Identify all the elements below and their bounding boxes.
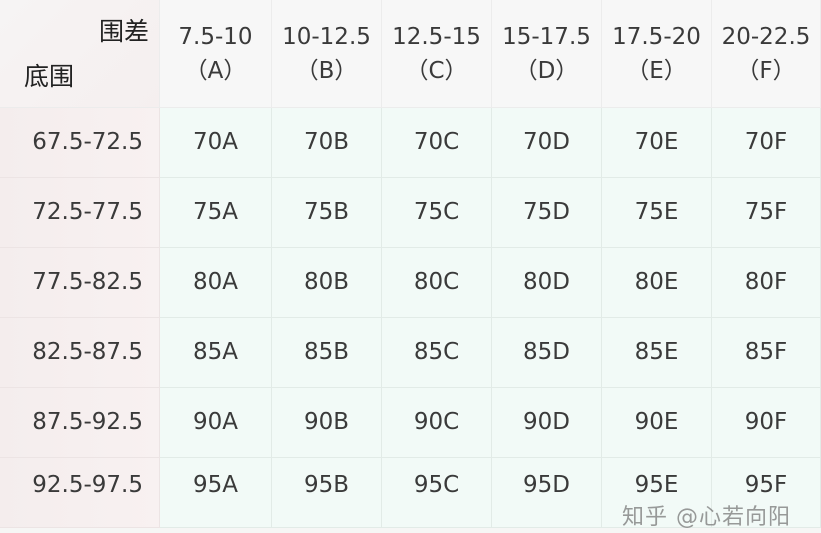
table-cell: 70E xyxy=(602,108,712,178)
column-cup: （D） xyxy=(514,57,579,84)
table-cell: 95A xyxy=(160,458,272,528)
table-cell: 75B xyxy=(272,178,382,248)
column-range: 17.5-20 xyxy=(612,23,701,50)
table-cell: 75D xyxy=(492,178,602,248)
column-range: 15-17.5 xyxy=(502,23,591,50)
table-cell: 70F xyxy=(712,108,821,178)
table-cell: 80B xyxy=(272,248,382,318)
table-cell: 95B xyxy=(272,458,382,528)
row-header: 87.5-92.5 xyxy=(0,388,160,458)
column-cup: （F） xyxy=(736,57,796,84)
corner-header: 围差 底围 xyxy=(0,0,160,108)
column-header: 7.5-10 （A） xyxy=(160,0,272,108)
table-cell: 75F xyxy=(712,178,821,248)
row-header: 82.5-87.5 xyxy=(0,318,160,388)
table-cell: 85D xyxy=(492,318,602,388)
row-header: 92.5-97.5 xyxy=(0,458,160,528)
table-cell: 90B xyxy=(272,388,382,458)
table-cell: 90F xyxy=(712,388,821,458)
table-cell: 80A xyxy=(160,248,272,318)
column-range: 20-22.5 xyxy=(721,23,811,50)
watermark: 知乎 @心若向阳 xyxy=(622,505,791,530)
table-cell: 85C xyxy=(382,318,492,388)
table-cell: 95F xyxy=(712,458,821,528)
table-cell: 80D xyxy=(492,248,602,318)
table-cell: 95C xyxy=(382,458,492,528)
table-cell: 75C xyxy=(382,178,492,248)
table-cell: 75A xyxy=(160,178,272,248)
table-cell: 90A xyxy=(160,388,272,458)
table-cell: 70D xyxy=(492,108,602,178)
table-cell: 80E xyxy=(602,248,712,318)
column-header: 12.5-15 （C） xyxy=(382,0,492,108)
table-cell: 85F xyxy=(712,318,821,388)
column-range: 10-12.5 xyxy=(282,23,371,50)
column-header: 20-22.5 （F） xyxy=(712,0,821,108)
table-cell: 80F xyxy=(712,248,821,318)
column-cup: （E） xyxy=(626,57,687,84)
table-cell: 95E xyxy=(602,458,712,528)
table-cell: 70C xyxy=(382,108,492,178)
row-header: 67.5-72.5 xyxy=(0,108,160,178)
table-cell: 90C xyxy=(382,388,492,458)
table-cell: 85E xyxy=(602,318,712,388)
underbust-label: 底围 xyxy=(24,62,75,91)
table-cell: 70A xyxy=(160,108,272,178)
column-range: 7.5-10 xyxy=(178,23,253,50)
table-cell: 90D xyxy=(492,388,602,458)
column-cup: （A） xyxy=(184,57,247,84)
row-header: 77.5-82.5 xyxy=(0,248,160,318)
column-range: 12.5-15 xyxy=(392,23,481,50)
column-cup: （B） xyxy=(295,57,358,84)
column-cup: （C） xyxy=(405,57,468,84)
column-header: 10-12.5 （B） xyxy=(272,0,382,108)
table-cell: 70B xyxy=(272,108,382,178)
column-header: 15-17.5 （D） xyxy=(492,0,602,108)
row-header: 72.5-77.5 xyxy=(0,178,160,248)
table-cell: 85B xyxy=(272,318,382,388)
table-cell: 75E xyxy=(602,178,712,248)
table-cell: 80C xyxy=(382,248,492,318)
cup-difference-label: 围差 xyxy=(98,17,149,46)
column-header: 17.5-20 （E） xyxy=(602,0,712,108)
table-cell: 95D xyxy=(492,458,602,528)
table-cell: 85A xyxy=(160,318,272,388)
table-cell: 90E xyxy=(602,388,712,458)
